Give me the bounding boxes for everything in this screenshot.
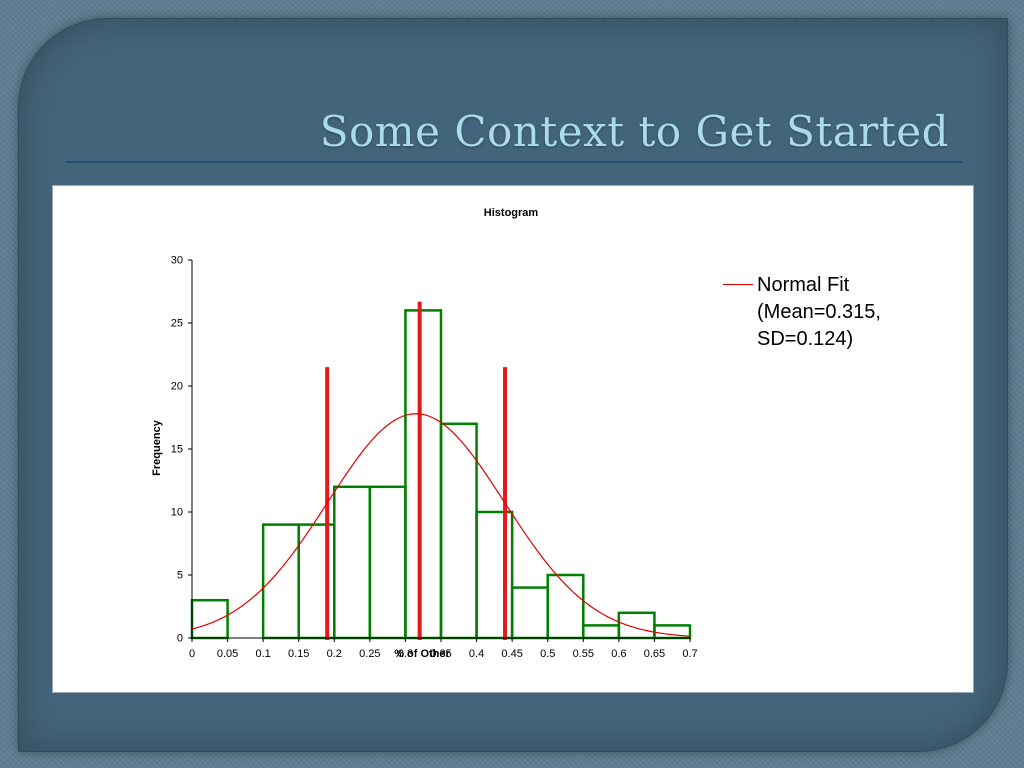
x-tick-label-2: 0.1: [255, 648, 270, 660]
chart-frame: Histogram % of Other Frequency 0 5 10 15 20 2…: [52, 185, 974, 693]
chart-title: Histogram: [484, 207, 539, 219]
x-tick-label-6: 0.3: [398, 648, 413, 660]
histogram-bars: [190, 309, 692, 640]
y-tick-label-0: 0: [177, 633, 183, 645]
y-axis-label: Frequency: [151, 419, 163, 476]
normal-fit-curve: [191, 413, 691, 637]
legend: Normal Fit (Mean=0.315, SD=0.124): [723, 272, 957, 353]
histogram-bar-9: [510, 586, 549, 640]
histogram-bar-5: [368, 485, 407, 640]
histogram-chart: Histogram % of Other Frequency 0 5 10 15 20 2…: [151, 207, 698, 661]
x-axis-label: % of Other: [394, 648, 450, 660]
legend-swatch-normal-fit: [723, 284, 753, 285]
x-tick-label-0: 0: [189, 648, 195, 660]
x-tick-label-1: 0.05: [217, 648, 238, 660]
y-tick-label-4: 20: [171, 381, 183, 393]
x-tick-label-5: 0.25: [359, 648, 380, 660]
histogram-bar-7: [439, 422, 478, 640]
x-tick-label-13: 0.65: [644, 648, 665, 660]
legend-label-normal-fit: Normal Fit (Mean=0.315, SD=0.124): [757, 274, 881, 350]
histogram-bar-6: [404, 309, 443, 640]
y-tick-label-2: 10: [171, 507, 183, 519]
x-tick-label-9: 0.45: [501, 648, 522, 660]
y-tick-label-1: 5: [177, 570, 183, 582]
title-rule: [66, 161, 962, 163]
histogram-bar-4: [333, 485, 372, 640]
y-tick-label-6: 30: [171, 255, 183, 267]
slide-title: Some Context to Get Started: [319, 107, 949, 156]
normal-fit-line: [191, 413, 691, 637]
axes: 0 5 10 15 20 25 30 0 0.05 0.1 0.15 0.2 0.25 0.3 0.35 0.…: [171, 255, 698, 661]
y-tick-label-3: 15: [171, 444, 183, 456]
x-tick-label-3: 0.15: [288, 648, 309, 660]
x-tick-label-4: 0.2: [327, 648, 342, 660]
x-tick-label-10: 0.5: [540, 648, 555, 660]
y-tick-label-5: 25: [171, 318, 183, 330]
x-tick-label-11: 0.55: [573, 648, 594, 660]
slide-panel: Some Context to Get Started Histogram % …: [18, 18, 1008, 752]
histogram-bar-0: [190, 598, 229, 640]
histogram-bar-12: [617, 611, 656, 640]
marker-lines: [325, 301, 508, 640]
x-tick-label-8: 0.4: [469, 648, 484, 660]
histogram-bar-11: [582, 624, 621, 640]
x-tick-label-14: 0.7: [682, 648, 697, 660]
histogram-bar-2: [261, 523, 300, 640]
x-tick-label-12: 0.6: [611, 648, 626, 660]
x-tick-label-7: 0.35: [430, 648, 451, 660]
